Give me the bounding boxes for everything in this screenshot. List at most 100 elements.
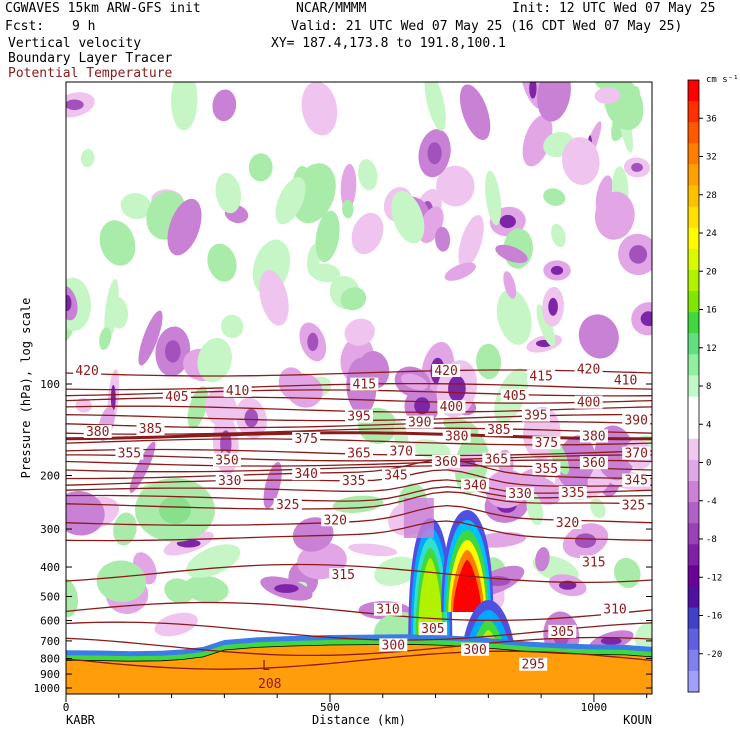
colorbar-swatch: [688, 375, 699, 397]
theta-label: 370: [389, 444, 412, 459]
updraft-band: [417, 558, 443, 640]
theta-label: 365: [347, 447, 370, 462]
theta-label: 365: [485, 453, 508, 468]
w-blob: [171, 82, 198, 131]
theta-label-bg: [405, 415, 434, 429]
theta-label-bg: [345, 446, 373, 460]
w-blob: [207, 243, 237, 282]
theta-label: 385: [139, 422, 162, 437]
w-blob: [391, 191, 425, 244]
field-potential-temperature: Potential Temperature: [8, 66, 173, 81]
colorbar-label: 12: [706, 344, 717, 354]
w-blob-core: [274, 584, 299, 593]
colorbar-swatch: [688, 269, 699, 292]
y-tick-label: 600: [40, 615, 60, 628]
w-blob: [342, 199, 354, 219]
colorbar-swatch: [688, 354, 699, 376]
w-blob: [315, 210, 340, 263]
colorbar-swatch: [688, 227, 699, 250]
theta-label: 410: [614, 374, 637, 389]
y-tick-label: 700: [40, 635, 60, 648]
theta-label-bg: [579, 429, 608, 443]
w-blob: [424, 82, 446, 131]
theta-label: 415: [529, 370, 552, 385]
theta-label-bg: [579, 456, 608, 470]
colorbar-units: cm s⁻¹: [706, 75, 739, 85]
w-blob-core: [529, 82, 537, 99]
forecast-hour: 9 h: [72, 19, 96, 34]
theta-contour: [66, 486, 652, 502]
theta-label: 415: [353, 378, 376, 393]
w-blob: [496, 289, 532, 345]
colorbar-label: 32: [706, 153, 717, 163]
terrain-fill: [66, 643, 652, 694]
w-blob: [220, 314, 244, 339]
colorbar-label: -12: [706, 573, 722, 583]
theta-label: 375: [294, 432, 317, 447]
colorbar-swatch: [688, 628, 699, 651]
colorbar-swatch: [688, 291, 699, 313]
downdraft-core: [403, 498, 434, 538]
colorbar-swatch: [688, 333, 699, 355]
theta-label-bg: [213, 453, 241, 467]
w-blob: [444, 262, 476, 281]
colorbar-swatch: [688, 206, 699, 229]
init-time: Init: 12 UTC Wed 07 May 25: [512, 1, 716, 16]
w-blob: [183, 575, 229, 603]
theta-label: 420: [577, 363, 600, 378]
theta-label: 315: [582, 555, 605, 570]
theta-label-bg: [622, 473, 651, 487]
y-axis-label: Pressure (hPa), log scale: [19, 298, 33, 479]
theta-contour: [66, 491, 652, 510]
w-blob: [248, 153, 273, 182]
colorbar-swatch: [688, 523, 699, 545]
theta-label: 400: [440, 400, 463, 415]
w-blob: [66, 491, 105, 536]
theta-label: 390: [624, 414, 647, 429]
w-blob: [543, 188, 566, 206]
w-blob-core: [307, 332, 319, 351]
theta-contour: [66, 479, 652, 494]
w-blob: [75, 398, 92, 413]
theta-contour: [66, 601, 652, 622]
colorbar-label: -20: [706, 650, 722, 660]
w-blob: [340, 287, 367, 311]
theta-label-bg: [387, 444, 416, 458]
y-tick-label: 200: [40, 470, 60, 483]
w-blob: [535, 547, 550, 572]
theta-label: 335: [561, 486, 584, 501]
w-blob-core: [548, 297, 558, 316]
theta-label-bg: [379, 638, 408, 652]
theta-label: 350: [215, 453, 238, 468]
w-blob-core: [574, 533, 597, 548]
theta-label-bg: [350, 377, 379, 391]
org-label: NCAR/MMMM: [296, 1, 367, 16]
theta-label-bg: [292, 467, 321, 481]
w-blob: [120, 193, 152, 220]
updraft-band: [453, 560, 482, 612]
theta-label-bg: [115, 446, 144, 460]
w-blob: [113, 512, 137, 546]
theta-label: 300: [382, 638, 405, 653]
w-blob: [108, 296, 129, 329]
theta-label-bg: [482, 452, 511, 466]
w-blob: [99, 327, 112, 350]
w-blob-core: [110, 384, 116, 411]
w-blob-core: [550, 265, 564, 275]
w-blob: [522, 114, 553, 167]
colorbar-label: 20: [706, 267, 717, 277]
w-blob: [537, 82, 571, 122]
theta-label: 375: [535, 436, 558, 451]
theta-label-bg: [619, 498, 648, 512]
theta-contour: [66, 636, 652, 657]
w-blob-core: [499, 214, 516, 229]
theta-label-bg: [461, 642, 490, 656]
field-vertical-velocity: Vertical velocity: [8, 36, 142, 51]
plot-frame: [65, 81, 653, 695]
colorbar-swatch: [688, 544, 699, 566]
y-tick-label: 800: [40, 653, 60, 666]
theta-label-bg: [611, 373, 640, 387]
theta-label-bg: [506, 487, 534, 501]
theta-label: 355: [118, 447, 141, 462]
theta-label: 395: [347, 410, 370, 425]
